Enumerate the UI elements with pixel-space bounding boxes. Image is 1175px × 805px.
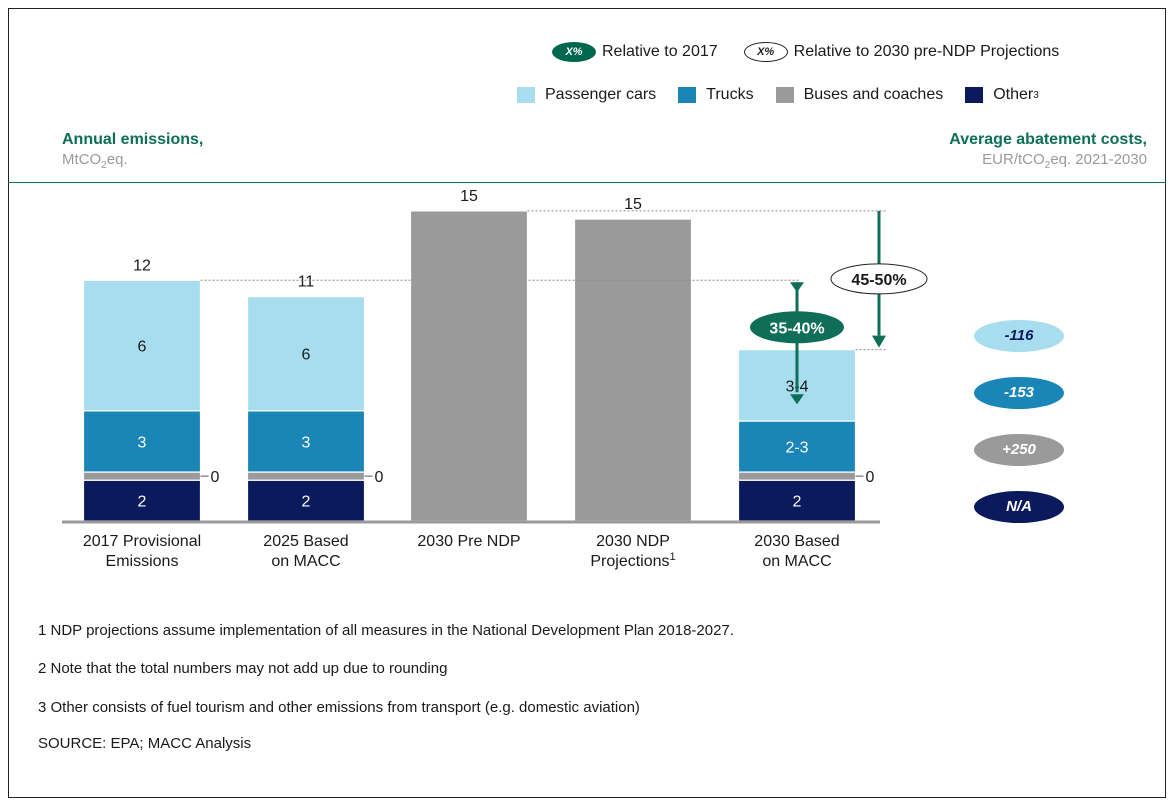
category-label: Emissions xyxy=(106,553,179,570)
bar-segment xyxy=(737,479,857,522)
legend-series-row: Passenger cars Trucks Buses and coaches … xyxy=(517,86,1039,104)
legend-swatch-passenger-cars xyxy=(517,87,535,103)
legend-swatch-other xyxy=(965,87,984,103)
segment-label: 2 xyxy=(302,494,311,511)
bar-segment xyxy=(246,471,366,481)
bar-segment xyxy=(246,295,366,412)
segment-label: 6 xyxy=(302,347,311,364)
right-unit-post: eq. 2021-2030 xyxy=(1050,151,1147,168)
zero-label: 0 xyxy=(375,469,384,486)
annotation-35-40-oval xyxy=(750,311,844,344)
annotation-35-40-text: 35-40% xyxy=(769,320,824,337)
header-divider xyxy=(8,182,1166,183)
figure-frame xyxy=(8,8,1166,798)
left-axis-unit: MtCO2eq. xyxy=(62,151,128,171)
legend-label-passenger-cars: Passenger cars xyxy=(545,86,657,103)
arrow-35-40-head xyxy=(790,394,804,405)
left-unit-post: eq. xyxy=(106,151,128,168)
left-unit-sub: 2 xyxy=(101,160,107,171)
legend-badge-filled: X% xyxy=(552,42,596,62)
legend-item-passenger-cars: Passenger cars xyxy=(517,86,656,104)
left-axis-title: Annual emissions, xyxy=(62,131,204,148)
segment-label: 3 xyxy=(302,434,311,451)
legend-item-trucks: Trucks xyxy=(678,86,754,104)
bar-segment xyxy=(82,279,202,412)
segment-label: 3 xyxy=(138,434,147,451)
segment-label: 6 xyxy=(138,339,147,356)
legend-relative-2030: Relative to 2030 pre-NDP Projections xyxy=(793,43,1060,60)
category-label: Projections1 xyxy=(590,551,675,570)
legend-relative-row: X% Relative to 2017 X% Relative to 2030 … xyxy=(552,42,1059,62)
bar-segment xyxy=(82,471,202,481)
category-label: on MACC xyxy=(762,553,831,570)
arrow-45-50-head xyxy=(872,335,886,348)
zero-label: 0 xyxy=(866,469,875,486)
arrow-35-40-tail xyxy=(790,282,804,293)
legend-badge-outline: X% xyxy=(743,42,788,62)
legend-label-trucks: Trucks xyxy=(706,86,754,103)
segment-label: 2-3 xyxy=(785,440,808,457)
annotation-45-50-text: 45-50% xyxy=(851,272,906,289)
legend-swatch-buses xyxy=(775,87,794,103)
bar-segment xyxy=(737,471,857,481)
legend-label-buses: Buses and coaches xyxy=(803,86,944,103)
category-label: 2030 Based xyxy=(754,533,839,550)
category-label: 2030 NDP xyxy=(596,533,670,550)
category-label-sup: 1 xyxy=(670,551,676,563)
bar-segment xyxy=(246,479,366,522)
category-label: 2030 Pre NDP xyxy=(417,533,520,550)
bar-segment xyxy=(82,410,202,473)
category-label: on MACC xyxy=(271,553,340,570)
bar-segment xyxy=(246,410,366,473)
legend-relative-2017: Relative to 2017 xyxy=(602,43,718,60)
source-note: SOURCE: EPA; MACC Analysis xyxy=(38,735,252,752)
annotation-45-50-oval xyxy=(830,263,928,295)
left-unit-pre: MtCO xyxy=(62,151,102,168)
cost-oval-trucks: -153 xyxy=(974,377,1064,409)
legend-label-other: Other xyxy=(993,86,1034,103)
total-label: 15 xyxy=(624,196,642,213)
segment-label: 2 xyxy=(138,494,147,511)
legend-item-buses: Buses and coaches xyxy=(775,86,944,104)
footnote-1: 1 NDP projections assume implementation … xyxy=(38,622,734,639)
right-axis-title: Average abatement costs, xyxy=(949,131,1147,148)
segment-label: 2 xyxy=(793,494,802,511)
footnote-3: 3 Other consists of fuel tourism and oth… xyxy=(38,699,640,716)
bar-segment xyxy=(409,210,529,522)
category-label: 2017 Provisional xyxy=(83,533,201,550)
bar-segment xyxy=(737,420,857,473)
cost-oval-other: N/A xyxy=(974,491,1064,523)
legend-swatch-trucks xyxy=(678,87,697,103)
right-unit-sub: 2 xyxy=(1044,160,1051,171)
category-label: 2025 Based xyxy=(263,533,348,550)
bar-segment xyxy=(573,218,693,522)
footnote-2: 2 Note that the total numbers may not ad… xyxy=(38,660,448,677)
total-label: 15 xyxy=(460,190,478,205)
legend-item-other: Other 3 xyxy=(965,86,1039,104)
right-axis-unit: EUR/tCO2eq. 2021-2030 xyxy=(982,151,1147,171)
legend-other-sup: 3 xyxy=(1033,89,1039,101)
total-label: 12 xyxy=(133,257,151,274)
zero-label: 0 xyxy=(211,469,220,486)
cost-oval-buses: +250 xyxy=(974,434,1064,466)
right-unit-pre: EUR/tCO xyxy=(982,151,1045,168)
total-label: 11 xyxy=(298,274,315,291)
cost-oval-passenger-cars: -116 xyxy=(974,320,1064,352)
bar-segment xyxy=(82,479,202,522)
